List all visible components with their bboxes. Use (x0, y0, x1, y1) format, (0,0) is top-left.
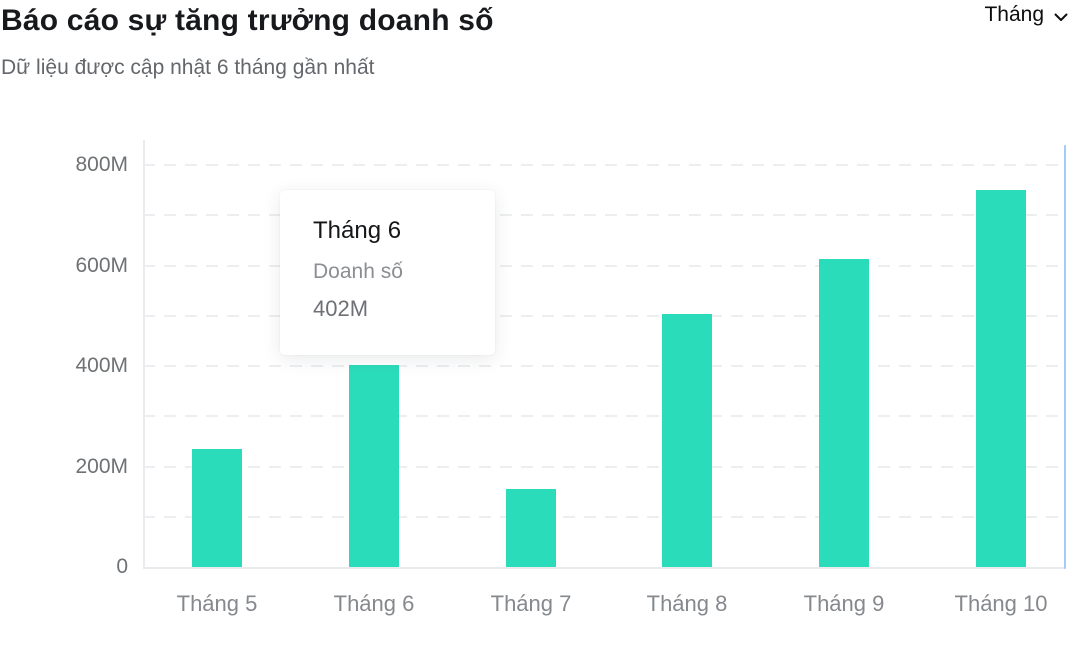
bar-tháng-6[interactable] (349, 365, 399, 567)
y-axis-label-200M: 200M (75, 455, 128, 478)
gridline-600M (143, 265, 1064, 267)
gridline-800M (143, 164, 1064, 166)
bar-tháng-9[interactable] (819, 259, 869, 567)
y-axis-label-600M: 600M (75, 254, 128, 277)
bar-tháng-7[interactable] (506, 489, 556, 567)
tooltip-value: 402M (313, 296, 369, 321)
period-selector-label: Tháng (984, 3, 1044, 26)
page-title: Báo cáo sự tăng trưởng doanh số (1, 4, 494, 37)
bar-tháng-8[interactable] (662, 314, 712, 567)
gridline-200M (143, 466, 1064, 468)
tooltip-series-label: Doanh số (313, 260, 403, 283)
y-axis-line (143, 140, 145, 569)
gridline-300M (143, 415, 1064, 417)
chart-tooltip: Tháng 6 Doanh số 402M (280, 190, 495, 355)
x-axis-label-tháng-10: Tháng 10 (954, 591, 1048, 616)
page-subtitle: Dữ liệu được cập nhật 6 tháng gần nhất (1, 56, 375, 79)
y-axis-label-800M: 800M (75, 153, 128, 176)
x-axis-line (143, 567, 1066, 569)
y-axis-label-400M: 400M (75, 354, 128, 377)
gridline-400M (143, 365, 1064, 367)
x-axis-label-tháng-8: Tháng 8 (646, 591, 728, 616)
x-axis-label-tháng-9: Tháng 9 (803, 591, 885, 616)
bar-tháng-10[interactable] (976, 190, 1026, 567)
gridline-500M (143, 315, 1064, 317)
y-axis-label-0: 0 (116, 555, 128, 578)
tooltip-category: Tháng 6 (313, 217, 402, 244)
chevron-down-icon (1051, 4, 1071, 27)
chart-cursor-line (1064, 145, 1066, 569)
period-selector-dropdown[interactable]: Tháng (984, 3, 1071, 27)
x-axis-label-tháng-6: Tháng 6 (333, 591, 415, 616)
gridline-700M (143, 214, 1064, 216)
bar-tháng-5[interactable] (192, 449, 242, 567)
x-axis-label-tháng-7: Tháng 7 (490, 591, 572, 616)
x-axis-label-tháng-5: Tháng 5 (176, 591, 258, 616)
gridline-100M (143, 516, 1064, 518)
